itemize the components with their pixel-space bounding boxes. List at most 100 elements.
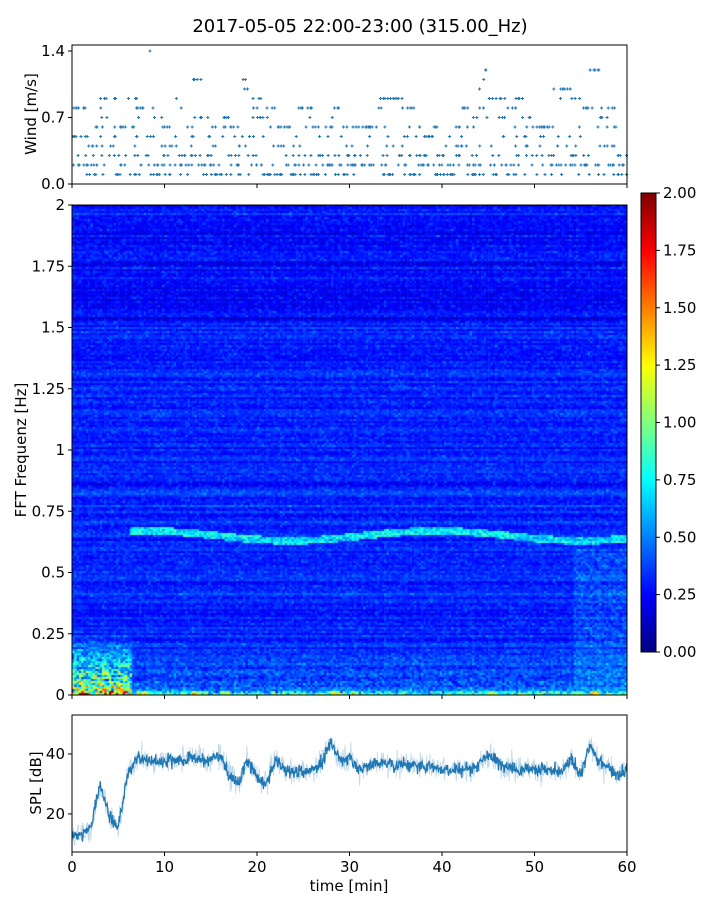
wind-point: [478, 144, 482, 148]
wind-point: [279, 173, 283, 176]
wind-point: [113, 125, 117, 129]
wind-point: [494, 97, 498, 100]
wind-point: [193, 116, 197, 119]
wind-point: [157, 173, 161, 176]
wind-point: [245, 87, 249, 91]
wind-point: [107, 154, 111, 157]
wind-point: [492, 163, 496, 167]
wind-point: [614, 125, 618, 129]
wind-point: [535, 173, 539, 176]
wind-point: [100, 144, 104, 148]
wind-point: [400, 144, 404, 148]
wind-point: [160, 116, 164, 119]
wind-point: [489, 163, 493, 167]
wind-point: [343, 173, 347, 176]
wind-point: [412, 173, 416, 176]
wind-point: [385, 154, 389, 157]
wind-point: [251, 116, 255, 119]
wind-point: [298, 144, 302, 148]
wind-point: [606, 106, 610, 110]
wind-point: [174, 97, 178, 100]
wind-point: [345, 125, 349, 129]
wind-point: [224, 173, 228, 176]
spectrogram-ytick-label: 1.25: [32, 380, 65, 398]
wind-point: [605, 116, 609, 119]
wind-point: [88, 173, 92, 176]
wind-point: [141, 106, 145, 110]
wind-point: [112, 154, 116, 157]
wind-point: [361, 125, 365, 129]
wind-point: [183, 154, 187, 157]
wind-point: [385, 144, 389, 148]
wind-point: [538, 144, 542, 148]
wind-point: [190, 163, 194, 167]
wind-point: [99, 106, 103, 110]
wind-point: [617, 163, 621, 167]
wind-point: [95, 144, 99, 148]
wind-point: [448, 163, 452, 167]
wind-point: [237, 163, 241, 167]
wind-point: [128, 173, 132, 176]
wind-point: [502, 135, 506, 138]
wind-point: [91, 154, 95, 157]
wind-point: [212, 163, 216, 167]
colorbar-tick-label: 2.00: [663, 184, 696, 202]
wind-point: [578, 135, 582, 138]
wind-point: [540, 154, 544, 157]
wind-point: [233, 154, 237, 157]
wind-point: [541, 163, 545, 167]
wind-point: [612, 144, 616, 148]
wind-point: [454, 125, 458, 129]
wind-point: [77, 163, 81, 167]
wind-point: [590, 106, 594, 110]
wind-point: [396, 163, 400, 167]
wind-point: [351, 125, 355, 129]
wind-point: [535, 154, 539, 157]
wind-point: [440, 163, 444, 167]
colorbar-frame: [640, 192, 657, 653]
wind-point: [94, 125, 98, 129]
wind-point: [494, 173, 498, 176]
wind-point: [186, 173, 190, 176]
wind-point: [346, 163, 350, 167]
wind-point: [512, 163, 516, 167]
wind-point: [148, 49, 152, 53]
wind-point: [460, 135, 464, 138]
wind-point: [596, 125, 600, 129]
wind-point: [414, 135, 418, 138]
spectrogram-ytick-label: 2: [55, 196, 65, 214]
wind-point: [612, 173, 616, 176]
wind-point: [417, 125, 421, 129]
wind-point: [432, 125, 436, 129]
wind-point: [91, 144, 95, 148]
wind-point: [389, 97, 393, 100]
wind-point: [309, 154, 313, 157]
wind-point: [439, 173, 443, 176]
wind-point: [586, 154, 590, 157]
wind-point: [388, 173, 392, 176]
wind-point: [258, 116, 262, 119]
wind-point: [166, 154, 170, 157]
wind-point: [477, 163, 481, 167]
wind-point: [456, 144, 460, 148]
wind-point: [284, 154, 288, 157]
wind-point: [408, 125, 412, 129]
wind-point: [162, 154, 166, 157]
wind-point: [195, 78, 199, 81]
wind-point: [74, 135, 78, 138]
wind-point: [500, 163, 504, 167]
wind-point: [551, 125, 555, 129]
wind-point: [452, 173, 456, 176]
wind-point: [163, 144, 167, 148]
wind-point: [545, 125, 549, 129]
wind-point: [361, 163, 365, 167]
wind-point: [524, 144, 528, 148]
wind-point: [552, 154, 556, 157]
wind-point: [617, 173, 621, 176]
wind-point: [377, 106, 381, 110]
spectrogram-axes-frame: [71, 204, 628, 696]
wind-point: [213, 173, 217, 176]
wind-point: [466, 173, 470, 176]
wind-point: [432, 163, 436, 167]
wind-point: [133, 154, 137, 157]
